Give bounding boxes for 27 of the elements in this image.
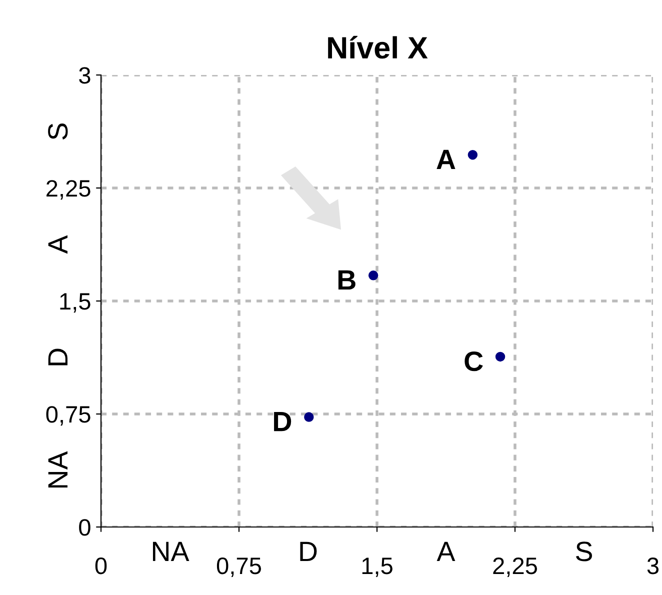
annotation: C: [464, 351, 483, 372]
text: A: [436, 542, 456, 562]
text: D: [300, 542, 317, 562]
y-tick-label: 3: [79, 67, 90, 84]
x-tick-label: 0: [95, 557, 107, 574]
point: [304, 412, 314, 422]
annotation: B: [338, 270, 356, 290]
text: A: [48, 235, 68, 254]
point: [468, 150, 478, 160]
point: [368, 270, 378, 280]
text: NA: [48, 451, 68, 488]
text: S: [576, 542, 592, 562]
y-tick-label: 2,25: [46, 180, 90, 200]
y-tick-label: 0,75: [46, 406, 90, 426]
x-tick-label: 3: [647, 557, 659, 574]
annotation: A: [436, 150, 456, 169]
text: D: [48, 348, 68, 366]
text: NA: [152, 542, 190, 562]
x-tick-label: 1,5: [362, 558, 392, 577]
y-tick-label: 0: [79, 519, 90, 536]
point: [495, 352, 506, 362]
annotation: D: [274, 412, 292, 432]
text: S: [48, 124, 68, 140]
y-tick-label: 1,5: [60, 293, 90, 313]
chart-title: Nível X: [328, 36, 428, 59]
x-tick-label: 2,25: [493, 557, 537, 577]
x-tick-label: 0,75: [216, 557, 261, 577]
